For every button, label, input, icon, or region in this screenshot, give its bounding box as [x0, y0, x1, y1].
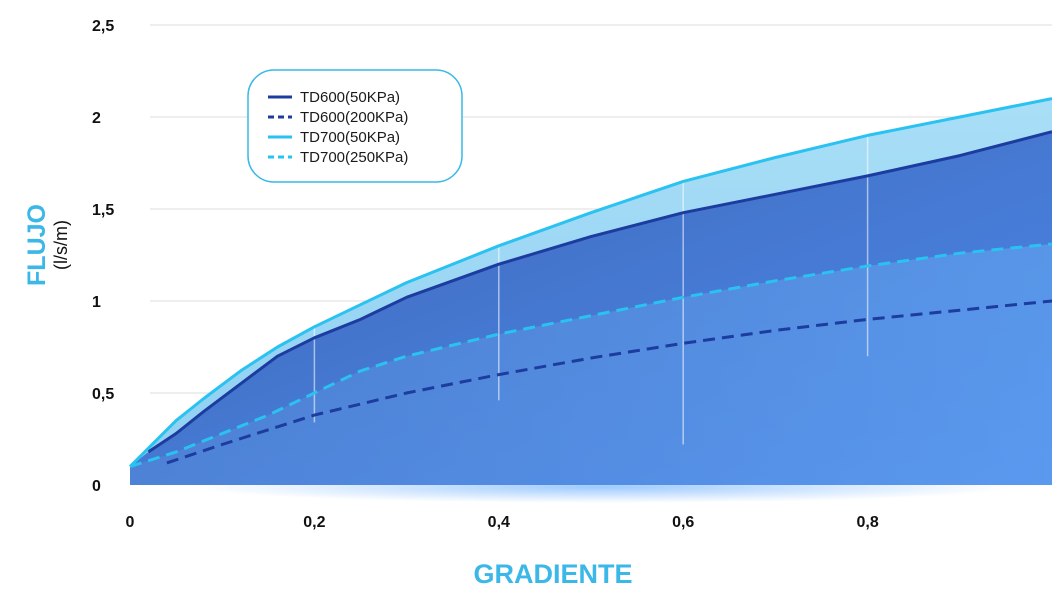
legend-label: TD600(200KPa)	[300, 109, 408, 126]
area-td700-250kpa	[130, 244, 1052, 485]
x-tick-label: 0	[126, 514, 135, 531]
y-tick-label: 1,5	[92, 202, 114, 219]
legend-box	[247, 69, 463, 183]
y-axis-title: FLUJO	[23, 204, 51, 286]
series-line-td600-200kpa	[166, 299, 1052, 465]
y-tick-label: 2,5	[92, 18, 114, 35]
x-tick-label: 0,8	[856, 514, 878, 531]
series-line-td700-250kpa	[129, 242, 1052, 469]
x-tick-label: 0,6	[672, 514, 694, 531]
x-tick-label: 0,4	[488, 514, 510, 531]
area-fills	[130, 98, 1052, 503]
series-line-td600-50kpa	[147, 130, 1052, 454]
legend-label: TD700(250KPa)	[300, 149, 408, 166]
legend-label: TD600(50KPa)	[300, 89, 400, 106]
legend: TD600(50KPa) TD600(200KPa) TD700(50KPa) TD7…	[247, 69, 463, 183]
y-axis-ticks: 0 0,5 1 1,5 2 2,5	[92, 18, 114, 495]
y-axis-unit: (l/s/m)	[51, 220, 71, 270]
series-line-td700-50kpa	[128, 97, 1052, 468]
y-tick-label: 0	[92, 478, 101, 495]
series-lines	[128, 97, 1052, 469]
x-tick-label: 0,2	[303, 514, 325, 531]
y-tick-label: 0,5	[92, 386, 114, 403]
y-tick-label: 2	[92, 110, 101, 127]
legend-label: TD700(50KPa)	[300, 129, 400, 146]
y-tick-label: 1	[92, 294, 101, 311]
x-axis-title: GRADIENTE	[473, 559, 632, 589]
x-axis-ticks: 0 0,2 0,4 0,6 0,8	[126, 514, 879, 531]
